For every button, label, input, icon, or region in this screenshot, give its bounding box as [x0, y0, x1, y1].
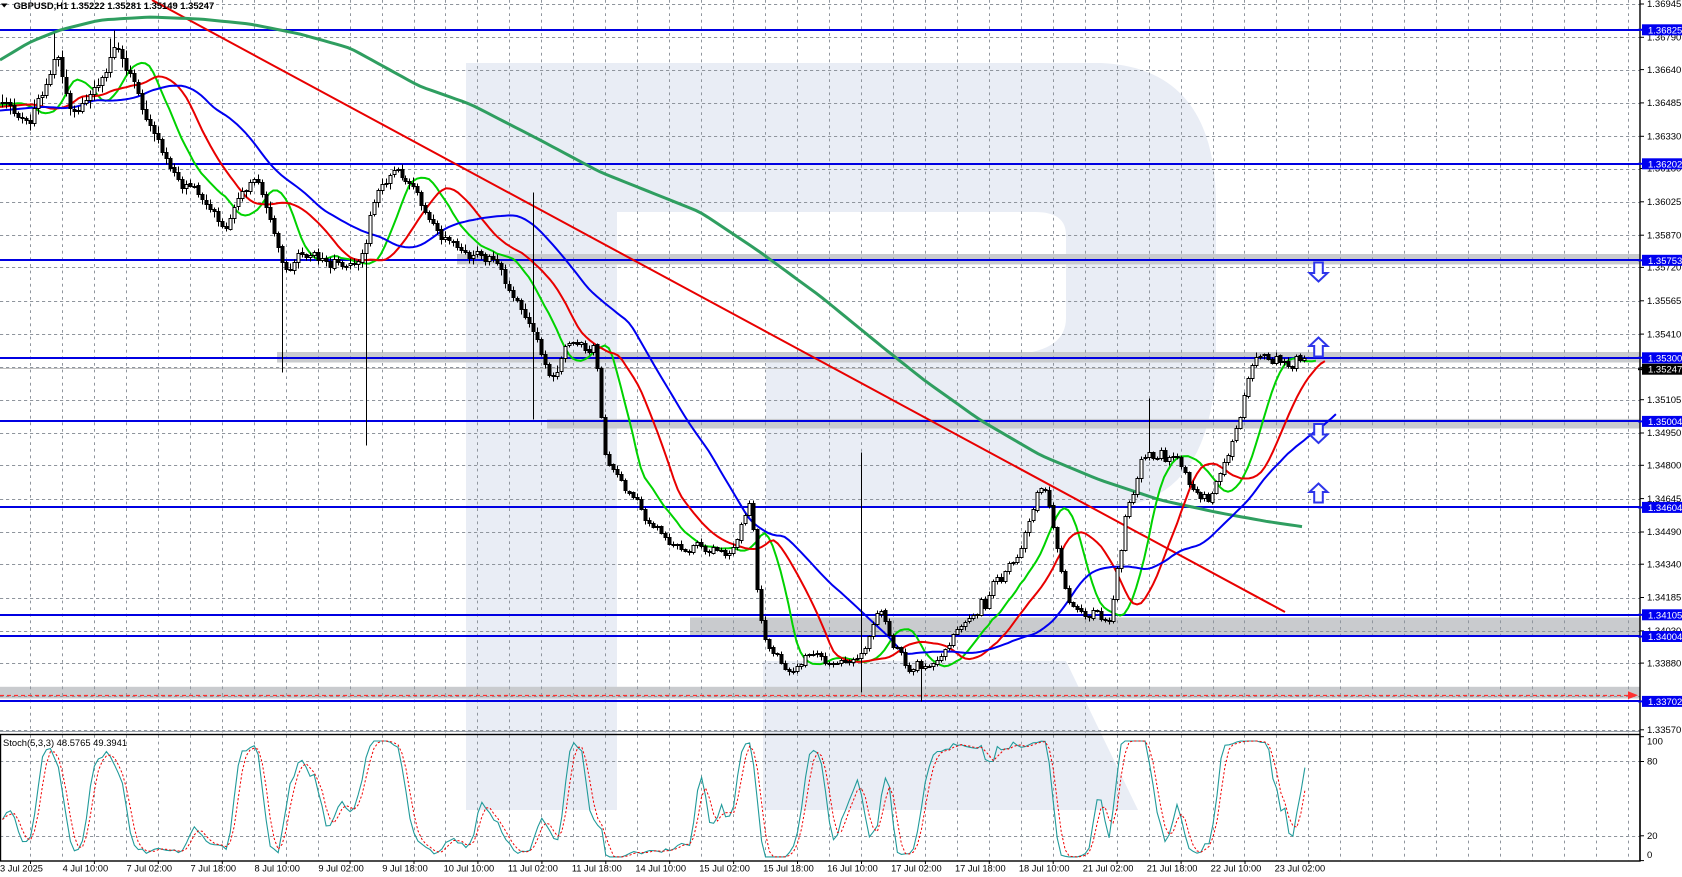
svg-text:1.33570: 1.33570: [1647, 725, 1681, 736]
svg-text:1.34004: 1.34004: [1648, 632, 1682, 643]
svg-text:1.36790: 1.36790: [1647, 33, 1681, 44]
svg-text:9 Jul 18:00: 9 Jul 18:00: [382, 864, 428, 874]
svg-text:1.34490: 1.34490: [1647, 527, 1681, 538]
svg-text:1.36202: 1.36202: [1648, 159, 1682, 170]
svg-text:10 Jul 10:00: 10 Jul 10:00: [444, 864, 495, 874]
svg-text:1.35300: 1.35300: [1648, 353, 1682, 364]
svg-text:7 Jul 02:00: 7 Jul 02:00: [127, 864, 173, 874]
svg-text:1.34185: 1.34185: [1647, 593, 1681, 604]
svg-text:22 Jul 10:00: 22 Jul 10:00: [1211, 864, 1262, 874]
svg-text:1.35247: 1.35247: [1648, 365, 1682, 376]
svg-text:1.36640: 1.36640: [1647, 65, 1681, 76]
svg-text:17 Jul 02:00: 17 Jul 02:00: [891, 864, 942, 874]
svg-text:1.35870: 1.35870: [1647, 230, 1681, 241]
svg-text:1.36945: 1.36945: [1647, 0, 1681, 10]
svg-text:1.35004: 1.35004: [1648, 417, 1682, 428]
svg-text:21 Jul 02:00: 21 Jul 02:00: [1083, 864, 1134, 874]
svg-text:100: 100: [1647, 737, 1663, 748]
svg-text:1.36485: 1.36485: [1647, 98, 1681, 109]
svg-text:15 Jul 18:00: 15 Jul 18:00: [763, 864, 814, 874]
svg-text:4 Jul 10:00: 4 Jul 10:00: [63, 864, 109, 874]
svg-text:8 Jul 10:00: 8 Jul 10:00: [254, 864, 300, 874]
svg-text:1.34604: 1.34604: [1648, 503, 1682, 514]
svg-text:1.35410: 1.35410: [1647, 329, 1681, 340]
svg-text:14 Jul 10:00: 14 Jul 10:00: [635, 864, 686, 874]
svg-text:16 Jul 10:00: 16 Jul 10:00: [827, 864, 878, 874]
svg-text:1.35565: 1.35565: [1647, 296, 1681, 307]
svg-text:1.36825: 1.36825: [1648, 25, 1682, 36]
svg-text:17 Jul 18:00: 17 Jul 18:00: [955, 864, 1006, 874]
svg-text:18 Jul 10:00: 18 Jul 10:00: [1019, 864, 1070, 874]
svg-text:7 Jul 18:00: 7 Jul 18:00: [191, 864, 237, 874]
svg-text:0: 0: [1647, 850, 1652, 861]
svg-text:1.34950: 1.34950: [1647, 428, 1681, 439]
svg-text:23 Jul 02:00: 23 Jul 02:00: [1275, 864, 1326, 874]
svg-text:GBPUSD,H1 1.35222 1.35281 1.3: GBPUSD,H1 1.35222 1.35281 1.35149 1.3524…: [14, 0, 215, 11]
svg-text:20: 20: [1647, 831, 1658, 842]
svg-text:1.33880: 1.33880: [1647, 658, 1681, 669]
svg-text:1.36330: 1.36330: [1647, 132, 1681, 143]
svg-text:1.36025: 1.36025: [1647, 197, 1681, 208]
svg-text:Stoch(5,3,3) 48.5765 49.3941: Stoch(5,3,3) 48.5765 49.3941: [3, 737, 127, 748]
svg-text:1.34645: 1.34645: [1647, 494, 1681, 505]
svg-text:9 Jul 02:00: 9 Jul 02:00: [318, 864, 364, 874]
svg-text:1.35720: 1.35720: [1647, 263, 1681, 274]
svg-text:11 Jul 02:00: 11 Jul 02:00: [508, 864, 558, 874]
svg-text:80: 80: [1647, 757, 1658, 768]
svg-text:21 Jul 18:00: 21 Jul 18:00: [1147, 864, 1198, 874]
svg-text:1.34340: 1.34340: [1647, 559, 1681, 570]
svg-text:1.34800: 1.34800: [1647, 461, 1681, 472]
svg-text:1.34105: 1.34105: [1648, 610, 1682, 621]
svg-text:1.33702: 1.33702: [1648, 697, 1682, 708]
svg-text:11 Jul 18:00: 11 Jul 18:00: [572, 864, 622, 874]
svg-text:1.35753: 1.35753: [1648, 256, 1682, 267]
svg-text:1.35105: 1.35105: [1647, 395, 1681, 406]
svg-text:15 Jul 02:00: 15 Jul 02:00: [699, 864, 750, 874]
svg-text:3 Jul 2025: 3 Jul 2025: [0, 864, 43, 874]
